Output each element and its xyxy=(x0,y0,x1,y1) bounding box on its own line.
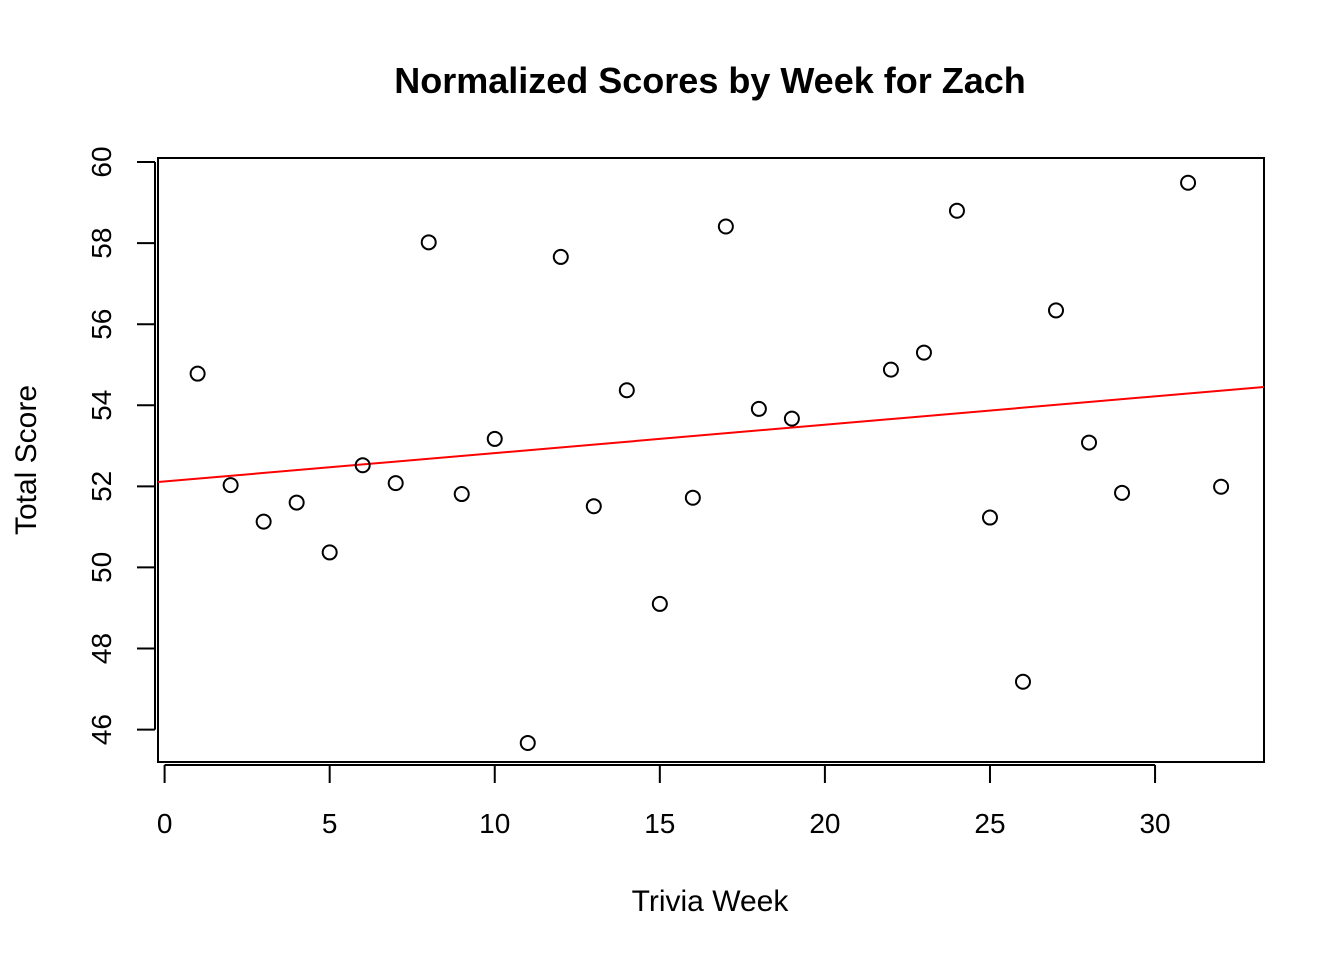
x-tick-label: 20 xyxy=(809,808,840,839)
x-axis-label: Trivia Week xyxy=(632,885,790,918)
y-tick-label: 56 xyxy=(86,309,117,340)
data-points xyxy=(189,174,1230,751)
data-point xyxy=(1180,174,1197,191)
data-point xyxy=(882,361,899,378)
data-point xyxy=(1014,673,1031,690)
data-point xyxy=(717,218,734,235)
y-tick-label: 58 xyxy=(86,228,117,259)
data-point xyxy=(222,477,239,494)
data-point xyxy=(750,400,767,417)
y-tick-label: 54 xyxy=(86,390,117,421)
data-point xyxy=(255,513,272,530)
x-axis: 0 5 10 15 20 25 30 xyxy=(157,764,1171,839)
trend-line xyxy=(157,385,1265,484)
data-point xyxy=(585,498,602,515)
y-tick-label: 50 xyxy=(86,552,117,583)
data-point xyxy=(618,382,635,399)
data-point xyxy=(486,430,503,447)
y-tick-label: 52 xyxy=(86,471,117,502)
data-point xyxy=(1114,484,1131,501)
x-tick-label: 25 xyxy=(974,808,1005,839)
x-tick-label: 30 xyxy=(1139,808,1170,839)
x-tick-label: 5 xyxy=(322,808,338,839)
data-point xyxy=(1048,302,1065,319)
y-axis-label: Total Score xyxy=(10,385,43,535)
data-point xyxy=(354,457,371,474)
data-point xyxy=(1081,434,1098,451)
y-tick-label: 46 xyxy=(86,714,117,745)
x-tick-label: 10 xyxy=(479,808,510,839)
data-point xyxy=(651,595,668,612)
data-point xyxy=(552,248,569,265)
y-axis: 46 48 50 52 54 56 58 60 xyxy=(86,146,156,745)
data-point xyxy=(321,544,338,561)
data-point xyxy=(288,494,305,511)
data-point xyxy=(453,486,470,503)
chart-title: Normalized Scores by Week for Zach xyxy=(394,60,1026,101)
data-point xyxy=(1213,478,1230,495)
data-point xyxy=(783,410,800,427)
data-point xyxy=(387,475,404,492)
x-tick-label: 0 xyxy=(157,808,173,839)
data-point xyxy=(981,509,998,526)
plot-area-frame xyxy=(157,157,1265,763)
data-point xyxy=(420,234,437,251)
data-point xyxy=(948,202,965,219)
y-tick-label: 60 xyxy=(86,146,117,177)
y-tick-label: 48 xyxy=(86,633,117,664)
data-point xyxy=(915,344,932,361)
x-tick-label: 15 xyxy=(644,808,675,839)
data-point xyxy=(189,365,206,382)
data-point xyxy=(519,734,536,751)
data-point xyxy=(684,489,701,506)
